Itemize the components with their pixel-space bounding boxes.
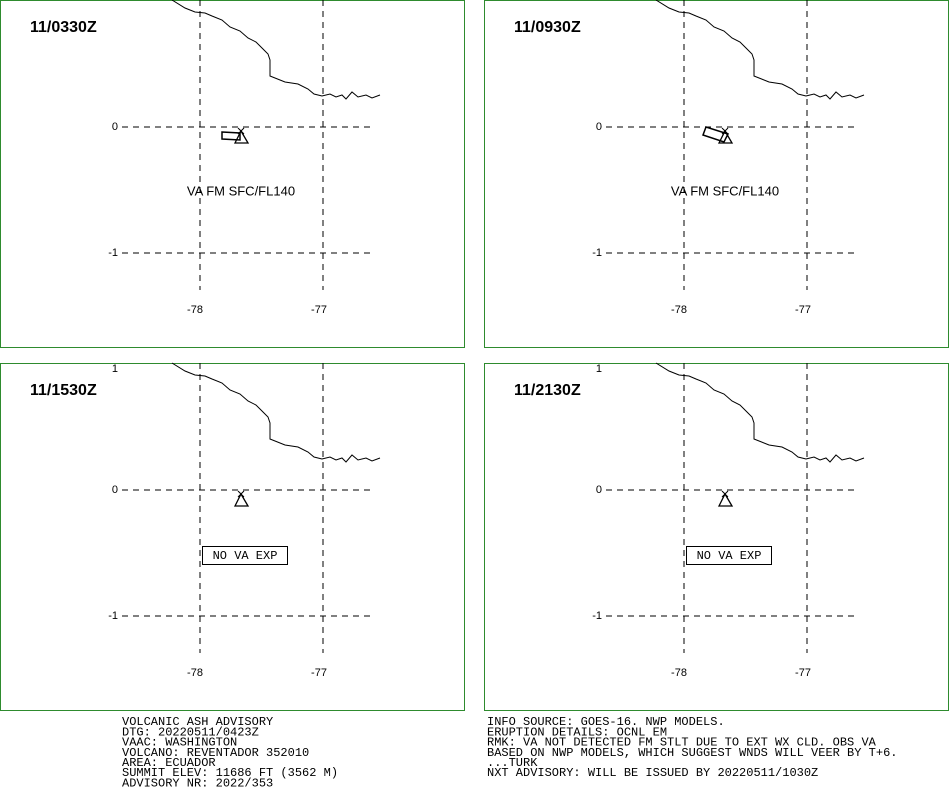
coastline (171, 362, 381, 463)
coastline (655, 0, 865, 100)
lat-label: -1 (108, 247, 118, 259)
ash-area (702, 126, 730, 143)
map-panel: 11/2130Z 1 0 -1 -78 -77 NO VA EXP (484, 362, 949, 711)
va-message: NO VA EXP (697, 549, 762, 563)
lat-label: 1 (112, 363, 118, 375)
panel-time: 11/0330Z (30, 19, 97, 36)
volcano-mark (237, 490, 245, 498)
lon-label: -77 (795, 667, 811, 679)
lon-label: -78 (187, 304, 203, 316)
lat-label: -1 (592, 247, 602, 259)
lat-label: 0 (596, 484, 602, 496)
volcano (233, 129, 250, 144)
volcano-mark (721, 490, 729, 498)
advisory-line: ERUPTION DETAILS: OCNL EM (487, 725, 667, 739)
advisory-line: BASED ON NWP MODELS, WHICH SUGGEST WNDS … (487, 746, 897, 760)
advisory-line: VAAC: WASHINGTON (122, 736, 237, 750)
advisory-line: SUMMIT ELEV: 11686 FT (3562 M) (122, 766, 338, 780)
lon-label: -78 (671, 667, 687, 679)
va-message: VA FM SFC/FL140 (187, 183, 295, 198)
advisory-line: VOLCANO: REVENTADOR 352010 (122, 746, 309, 760)
advisory-line: ADVISORY NR: 2022/353 (122, 776, 273, 790)
advisory-line: RMK: VA NOT DETECTED FM STLT DUE TO EXT … (487, 736, 877, 750)
panel-border (484, 0, 949, 348)
advisory-line: ...TURK (487, 756, 538, 770)
map-panel: 11/0330Z 0 -1 -78 -77 VA FM SFC/FL140 (0, 0, 465, 348)
lon-label: -77 (311, 667, 327, 679)
lon-label: -78 (671, 304, 687, 316)
panel-border (0, 0, 465, 348)
coastline (655, 362, 865, 463)
advisory-line: DTG: 20220511/0423Z (122, 725, 259, 739)
panel-border (484, 363, 949, 711)
advisory-line: VOLCANIC ASH ADVISORY (122, 715, 273, 729)
lat-label: 0 (112, 484, 118, 496)
lon-label: -77 (311, 304, 327, 316)
advisory-line: AREA: ECUADOR (122, 756, 216, 770)
lon-label: -78 (187, 667, 203, 679)
panel-time: 11/1530Z (30, 382, 97, 399)
map-panel: 11/0930Z 0 -1 -78 -77 VA FM SFC/FL140 (484, 0, 949, 348)
coastline (171, 0, 381, 100)
lat-label: -1 (108, 610, 118, 622)
panel-border (0, 363, 465, 711)
lat-label: 0 (596, 121, 602, 133)
panel-time: 11/0930Z (514, 19, 581, 36)
panel-time: 11/2130Z (514, 382, 581, 399)
va-message: NO VA EXP (213, 549, 278, 563)
lat-label: 0 (112, 121, 118, 133)
lat-label: 1 (596, 363, 602, 375)
message-box (202, 546, 288, 565)
message-box (686, 546, 772, 565)
advisory-line: NXT ADVISORY: WILL BE ISSUED BY 20220511… (487, 766, 818, 780)
lon-label: -77 (795, 304, 811, 316)
map-panel: 11/1530Z 1 0 -1 -78 -77 NO VA EXP (0, 362, 465, 711)
volcano (717, 492, 734, 507)
va-message: VA FM SFC/FL140 (671, 183, 779, 198)
lat-label: -1 (592, 610, 602, 622)
ash-area (221, 131, 241, 141)
advisory-line: INFO SOURCE: GOES-16. NWP MODELS. (487, 715, 725, 729)
volcano (233, 492, 250, 507)
volcano (717, 129, 734, 144)
